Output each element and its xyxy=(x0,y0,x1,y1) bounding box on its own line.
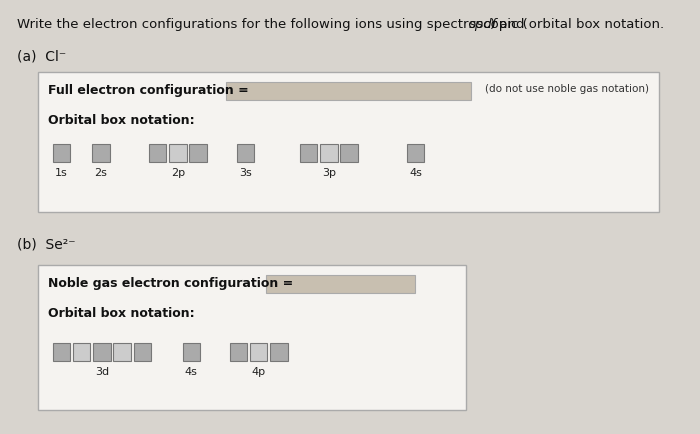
Text: (b)  Se²⁻: (b) Se²⁻ xyxy=(18,238,76,252)
Text: Orbital box notation:: Orbital box notation: xyxy=(48,114,195,127)
Text: (a)  Cl⁻: (a) Cl⁻ xyxy=(18,50,66,64)
FancyBboxPatch shape xyxy=(320,144,337,162)
Text: Orbital box notation:: Orbital box notation: xyxy=(48,307,195,320)
Text: 4p: 4p xyxy=(251,367,266,377)
Text: 1s: 1s xyxy=(55,168,68,178)
FancyBboxPatch shape xyxy=(73,343,90,361)
FancyBboxPatch shape xyxy=(38,72,659,212)
FancyBboxPatch shape xyxy=(183,343,200,361)
Text: 4s: 4s xyxy=(185,367,198,377)
Text: Write the electron configurations for the following ions using spectroscopic (: Write the electron configurations for th… xyxy=(18,18,528,31)
FancyBboxPatch shape xyxy=(149,144,167,162)
Text: (do not use noble gas notation): (do not use noble gas notation) xyxy=(485,84,649,94)
FancyBboxPatch shape xyxy=(92,144,110,162)
FancyBboxPatch shape xyxy=(300,144,317,162)
Text: 3p: 3p xyxy=(322,168,336,178)
Text: spdf: spdf xyxy=(469,18,498,31)
FancyBboxPatch shape xyxy=(169,144,187,162)
FancyBboxPatch shape xyxy=(237,144,254,162)
FancyBboxPatch shape xyxy=(267,275,415,293)
Text: 3s: 3s xyxy=(239,168,251,178)
Text: Full electron configuration =: Full electron configuration = xyxy=(48,84,248,97)
Text: 2s: 2s xyxy=(94,168,107,178)
FancyBboxPatch shape xyxy=(230,343,247,361)
Text: 4s: 4s xyxy=(409,168,422,178)
FancyBboxPatch shape xyxy=(38,265,466,410)
Text: Noble gas electron configuration =: Noble gas electron configuration = xyxy=(48,277,293,290)
FancyBboxPatch shape xyxy=(250,343,267,361)
FancyBboxPatch shape xyxy=(134,343,151,361)
FancyBboxPatch shape xyxy=(226,82,471,100)
FancyBboxPatch shape xyxy=(340,144,358,162)
Text: ) and orbital box notation.: ) and orbital box notation. xyxy=(491,18,664,31)
Text: 3d: 3d xyxy=(95,367,109,377)
FancyBboxPatch shape xyxy=(190,144,206,162)
Text: 2p: 2p xyxy=(171,168,185,178)
FancyBboxPatch shape xyxy=(270,343,288,361)
FancyBboxPatch shape xyxy=(93,343,111,361)
FancyBboxPatch shape xyxy=(407,144,424,162)
FancyBboxPatch shape xyxy=(113,343,131,361)
FancyBboxPatch shape xyxy=(53,144,70,162)
FancyBboxPatch shape xyxy=(53,343,70,361)
